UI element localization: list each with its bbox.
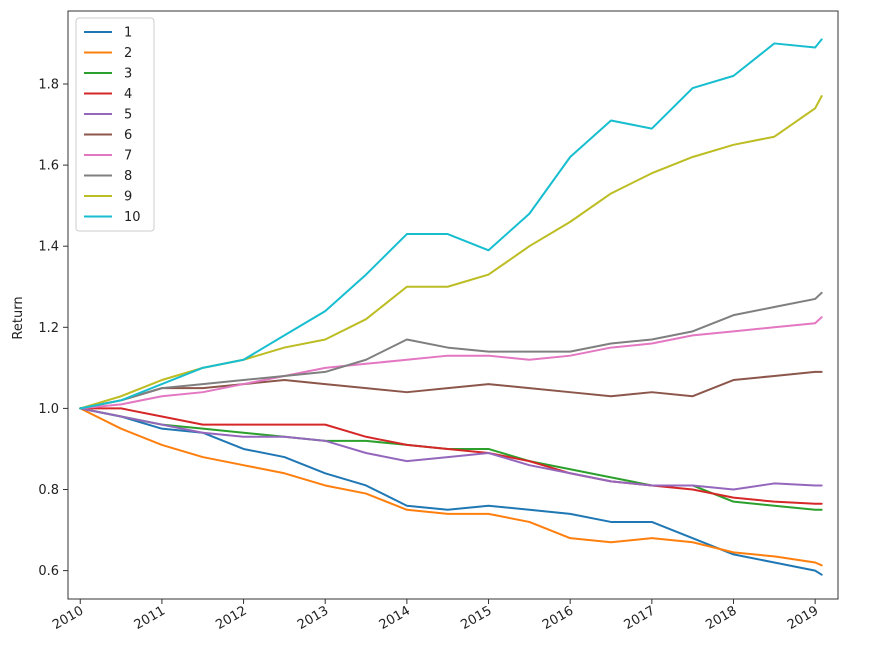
y-tick-label-1.6: 1.6 (38, 159, 59, 174)
legend-label-3: 3 (124, 67, 132, 82)
y-axis-label: Return (11, 296, 26, 339)
y-tick-label-1.8: 1.8 (38, 77, 59, 92)
series-line-4 (79, 407, 823, 505)
legend: 1 2 3 4 5 6 7 8 9 10 (75, 17, 155, 232)
plot-area (79, 38, 823, 576)
legend-label-8: 8 (124, 169, 132, 184)
y-tick-label-0.6: 0.6 (38, 564, 59, 579)
series-line-5 (79, 407, 823, 491)
series-line-7 (79, 316, 823, 410)
series-line-10 (79, 38, 823, 410)
legend-label-5: 5 (124, 108, 132, 123)
series-line-8 (79, 291, 823, 410)
axes-frame (67, 10, 839, 600)
series-line-3 (79, 407, 823, 511)
legend-label-10: 10 (124, 210, 141, 225)
series-line-6 (79, 370, 823, 410)
y-tick-label-1.0: 1.0 (38, 402, 59, 417)
legend-label-4: 4 (124, 87, 132, 102)
y-tick-label-1.4: 1.4 (38, 240, 59, 255)
legend-label-1: 1 (124, 26, 132, 41)
legend-label-2: 2 (124, 46, 132, 61)
legend-label-7: 7 (124, 149, 132, 164)
legend-label-6: 6 (124, 128, 132, 143)
legend-box (75, 17, 155, 232)
series-line-2 (79, 407, 823, 567)
y-tick-label-1.2: 1.2 (38, 321, 59, 336)
legend-label-9: 9 (124, 190, 132, 205)
y-tick-label-0.8: 0.8 (38, 483, 59, 498)
